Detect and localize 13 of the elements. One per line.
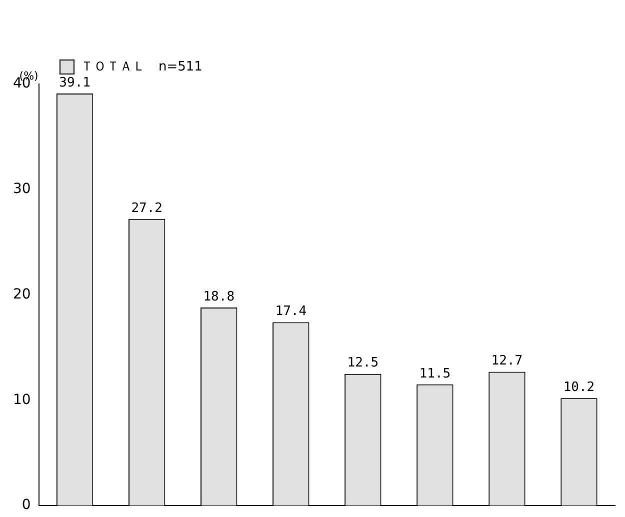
data-label: 17.4 [275, 304, 307, 320]
data-label: 39.1 [59, 75, 90, 90]
data-label: 10.2 [563, 380, 595, 395]
data-label: 18.8 [203, 289, 235, 304]
data-label: 27.2 [131, 200, 163, 216]
data-label: 12.7 [491, 354, 523, 369]
y-tick-label: 30 [12, 181, 31, 198]
y-tick-label: 0 [22, 497, 31, 514]
y-tick-label: 20 [12, 286, 31, 302]
legend-label: ＴＯＴＡＬ n=511 [80, 59, 202, 74]
data-label: 11.5 [419, 366, 451, 382]
y-tick-label: 10 [12, 392, 31, 408]
data-label: 12.5 [347, 356, 379, 371]
